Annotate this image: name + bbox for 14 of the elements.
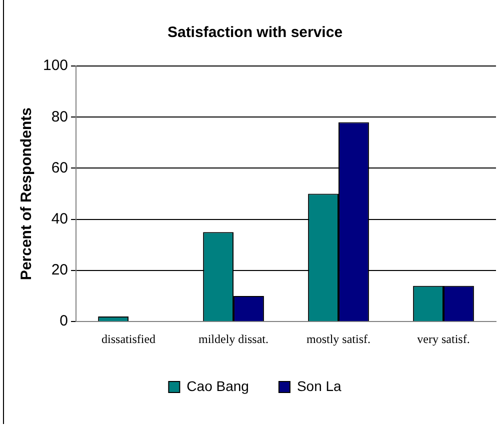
y-tick-label: 60 [51, 159, 68, 176]
legend-label: Cao Bang [186, 378, 249, 394]
y-tick-label: 20 [51, 262, 68, 279]
legend-label: Son La [296, 378, 342, 394]
chart-title: Satisfaction with service [167, 24, 343, 42]
x-tick-label: mostly satisf. [306, 332, 371, 346]
y-tick-label: 80 [51, 108, 68, 126]
x-tick-label: mildely dissat. [198, 332, 269, 346]
y-tick-label: 100 [42, 57, 68, 74]
y-axis-title: Percent of Respondents [18, 108, 36, 280]
x-tick-label: dissatisfied [102, 332, 156, 346]
y-tick-label: 40 [51, 210, 68, 228]
x-tick-label: very satisf. [417, 332, 470, 346]
y-tick-label: 0 [60, 312, 68, 330]
